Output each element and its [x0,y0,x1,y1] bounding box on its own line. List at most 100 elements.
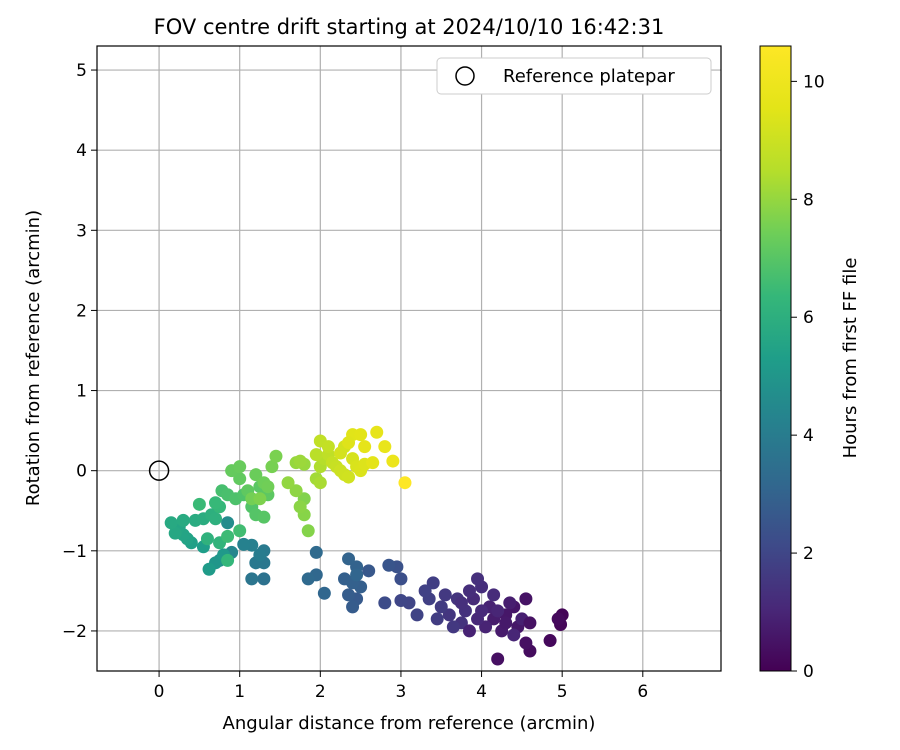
data-point [418,584,432,598]
x-tick-label: 3 [396,682,407,702]
colorbar-tick-label: 8 [803,190,814,210]
data-point [245,572,259,586]
data-point [462,584,476,598]
y-tick-label: 0 [76,462,87,482]
data-point [346,600,360,614]
data-point [370,425,384,439]
data-point [202,562,216,576]
data-point [281,476,295,490]
data-point [378,440,392,454]
data-point [382,558,396,572]
data-point [192,497,206,511]
data-point [430,612,444,626]
data-point [366,456,380,470]
data-point [209,512,223,526]
data-point [350,568,364,582]
data-point [543,634,557,648]
data-point [442,608,456,622]
data-point [265,460,279,474]
data-point [378,596,392,610]
data-point [394,572,408,586]
y-tick-label: −1 [62,542,87,562]
data-point [237,537,251,551]
x-tick-label: 1 [234,682,245,702]
legend-marker [455,66,475,86]
colorbar-tick-label: 2 [803,544,814,564]
data-point [221,516,235,530]
reference-point [148,460,170,481]
colorbar-ticks: 0 2 4 6 8 10 [791,72,825,682]
data-point [293,500,307,514]
data-point [221,553,235,567]
data-point [487,588,501,602]
data-point [426,576,440,590]
legend: Reference platepar [436,57,712,95]
data-point [301,524,315,538]
data-point [462,624,476,638]
chart-title: FOV centre drift starting at 2024/10/10 … [154,15,665,39]
y-tick-label: 3 [76,221,87,241]
data-point [321,440,335,454]
data-point [479,620,493,634]
data-point [176,513,190,527]
y-axis-ticks: −2 −1 0 1 2 3 4 5 [62,61,97,642]
y-tick-label: 4 [76,141,87,161]
data-point [233,472,247,486]
colorbar-tick-label: 4 [803,426,814,446]
y-tick-label: 1 [76,382,87,402]
data-point [358,440,372,454]
legend-box [436,57,712,95]
data-point [257,572,271,586]
x-axis-ticks: 0 1 2 3 4 5 6 [154,671,648,702]
data-point [253,548,267,562]
data-point [289,484,303,498]
data-point [523,616,537,630]
colorbar-label: Hours from first FF file [840,258,861,459]
data-point [257,510,271,524]
data-point [499,616,513,630]
data-point [221,529,235,543]
x-tick-label: 5 [557,682,568,702]
data-point [362,564,376,578]
data-point [491,652,505,666]
plot-frame [96,45,722,672]
data-point [386,454,400,468]
data-point [434,600,448,614]
colorbar-gradient [759,45,792,672]
y-tick-label: −2 [62,622,87,642]
legend-label: Reference platepar [503,66,675,87]
y-tick-label: 5 [76,61,87,81]
data-point [410,608,424,622]
y-tick-label: 2 [76,301,87,321]
data-point [249,468,263,482]
data-point [269,449,283,463]
data-point [342,552,356,566]
data-point [333,446,347,460]
colorbar: 0 2 4 6 8 10 Hours from first FF file [759,45,861,682]
colorbar-tick-label: 0 [803,662,814,682]
grid-lines [97,46,721,671]
data-point [471,572,485,586]
data-point [394,593,408,607]
data-point [519,636,533,650]
data-point [342,436,356,450]
data-point [317,586,331,600]
x-tick-label: 0 [154,682,165,702]
y-axis-label: Rotation from reference (arcmin) [23,210,44,506]
data-point [233,460,247,474]
colorbar-tick-label: 6 [803,308,814,328]
data-point [309,545,323,559]
data-point [354,428,368,442]
data-point [519,592,533,606]
colorbar-tick-label: 10 [803,72,825,92]
data-point [507,628,521,642]
data-point [313,476,327,490]
data-point [253,492,267,506]
data-point [301,572,315,586]
data-point [342,470,356,484]
data-point [293,454,307,468]
data-point [168,526,182,540]
data-point [551,612,565,626]
data-point [233,524,247,538]
